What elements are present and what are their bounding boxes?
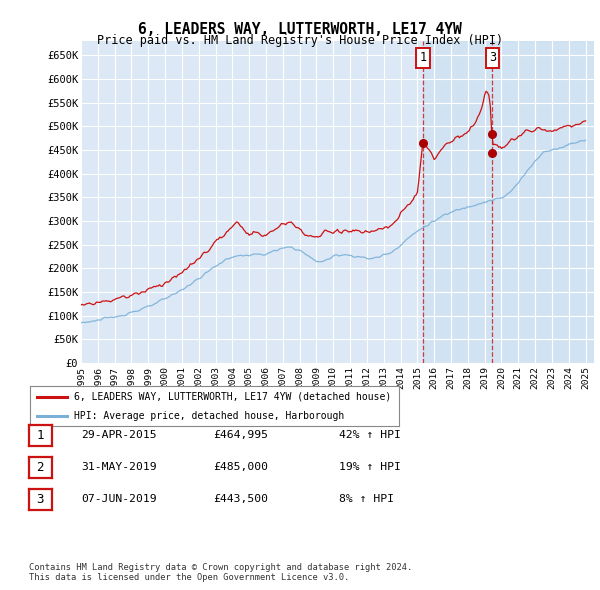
Text: 42% ↑ HPI: 42% ↑ HPI [339, 431, 401, 440]
Text: 1: 1 [37, 429, 44, 442]
Text: 31-MAY-2019: 31-MAY-2019 [81, 463, 157, 472]
Text: 8% ↑ HPI: 8% ↑ HPI [339, 494, 394, 504]
Text: 6, LEADERS WAY, LUTTERWORTH, LE17 4YW (detached house): 6, LEADERS WAY, LUTTERWORTH, LE17 4YW (d… [74, 392, 392, 402]
Text: 07-JUN-2019: 07-JUN-2019 [81, 494, 157, 504]
Text: 6, LEADERS WAY, LUTTERWORTH, LE17 4YW: 6, LEADERS WAY, LUTTERWORTH, LE17 4YW [138, 22, 462, 37]
Text: Contains HM Land Registry data © Crown copyright and database right 2024.
This d: Contains HM Land Registry data © Crown c… [29, 563, 412, 582]
Text: Price paid vs. HM Land Registry's House Price Index (HPI): Price paid vs. HM Land Registry's House … [97, 34, 503, 47]
Text: 1: 1 [419, 51, 427, 64]
Text: 3: 3 [37, 493, 44, 506]
Text: 3: 3 [489, 51, 496, 64]
Bar [423, 41, 594, 363]
Text: HPI: Average price, detached house, Harborough: HPI: Average price, detached house, Harb… [74, 411, 344, 421]
Text: £443,500: £443,500 [213, 494, 268, 504]
Text: £485,000: £485,000 [213, 463, 268, 472]
Text: 29-APR-2015: 29-APR-2015 [81, 431, 157, 440]
Text: 2: 2 [37, 461, 44, 474]
Text: £464,995: £464,995 [213, 431, 268, 440]
Text: 19% ↑ HPI: 19% ↑ HPI [339, 463, 401, 472]
